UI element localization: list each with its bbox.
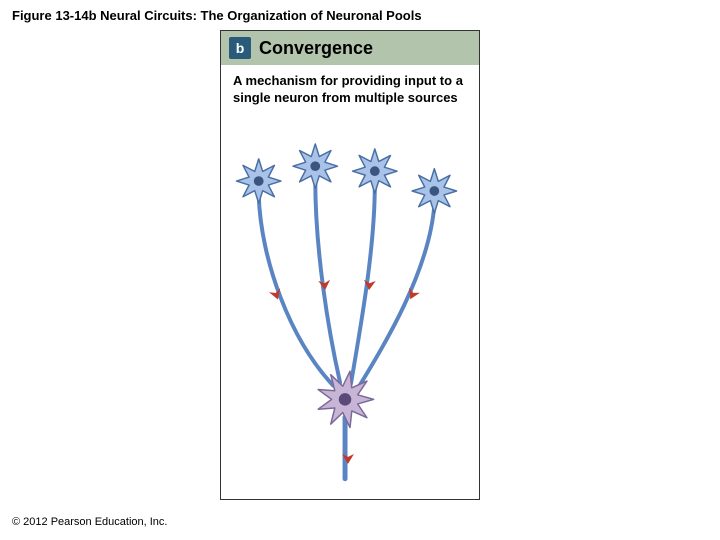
panel-badge: b [229, 37, 251, 59]
panel-badge-letter: b [236, 40, 245, 56]
panel-description: A mechanism for providing input to a sin… [221, 65, 479, 111]
copyright: © 2012 Pearson Education, Inc. [12, 516, 167, 528]
diagram-area [221, 111, 479, 499]
panel-title: Convergence [259, 38, 373, 59]
figure-title: Figure 13-14b Neural Circuits: The Organ… [12, 8, 422, 23]
panel-header: b Convergence [221, 31, 479, 65]
convergence-diagram [221, 111, 479, 499]
panel: b Convergence A mechanism for providing … [220, 30, 480, 500]
